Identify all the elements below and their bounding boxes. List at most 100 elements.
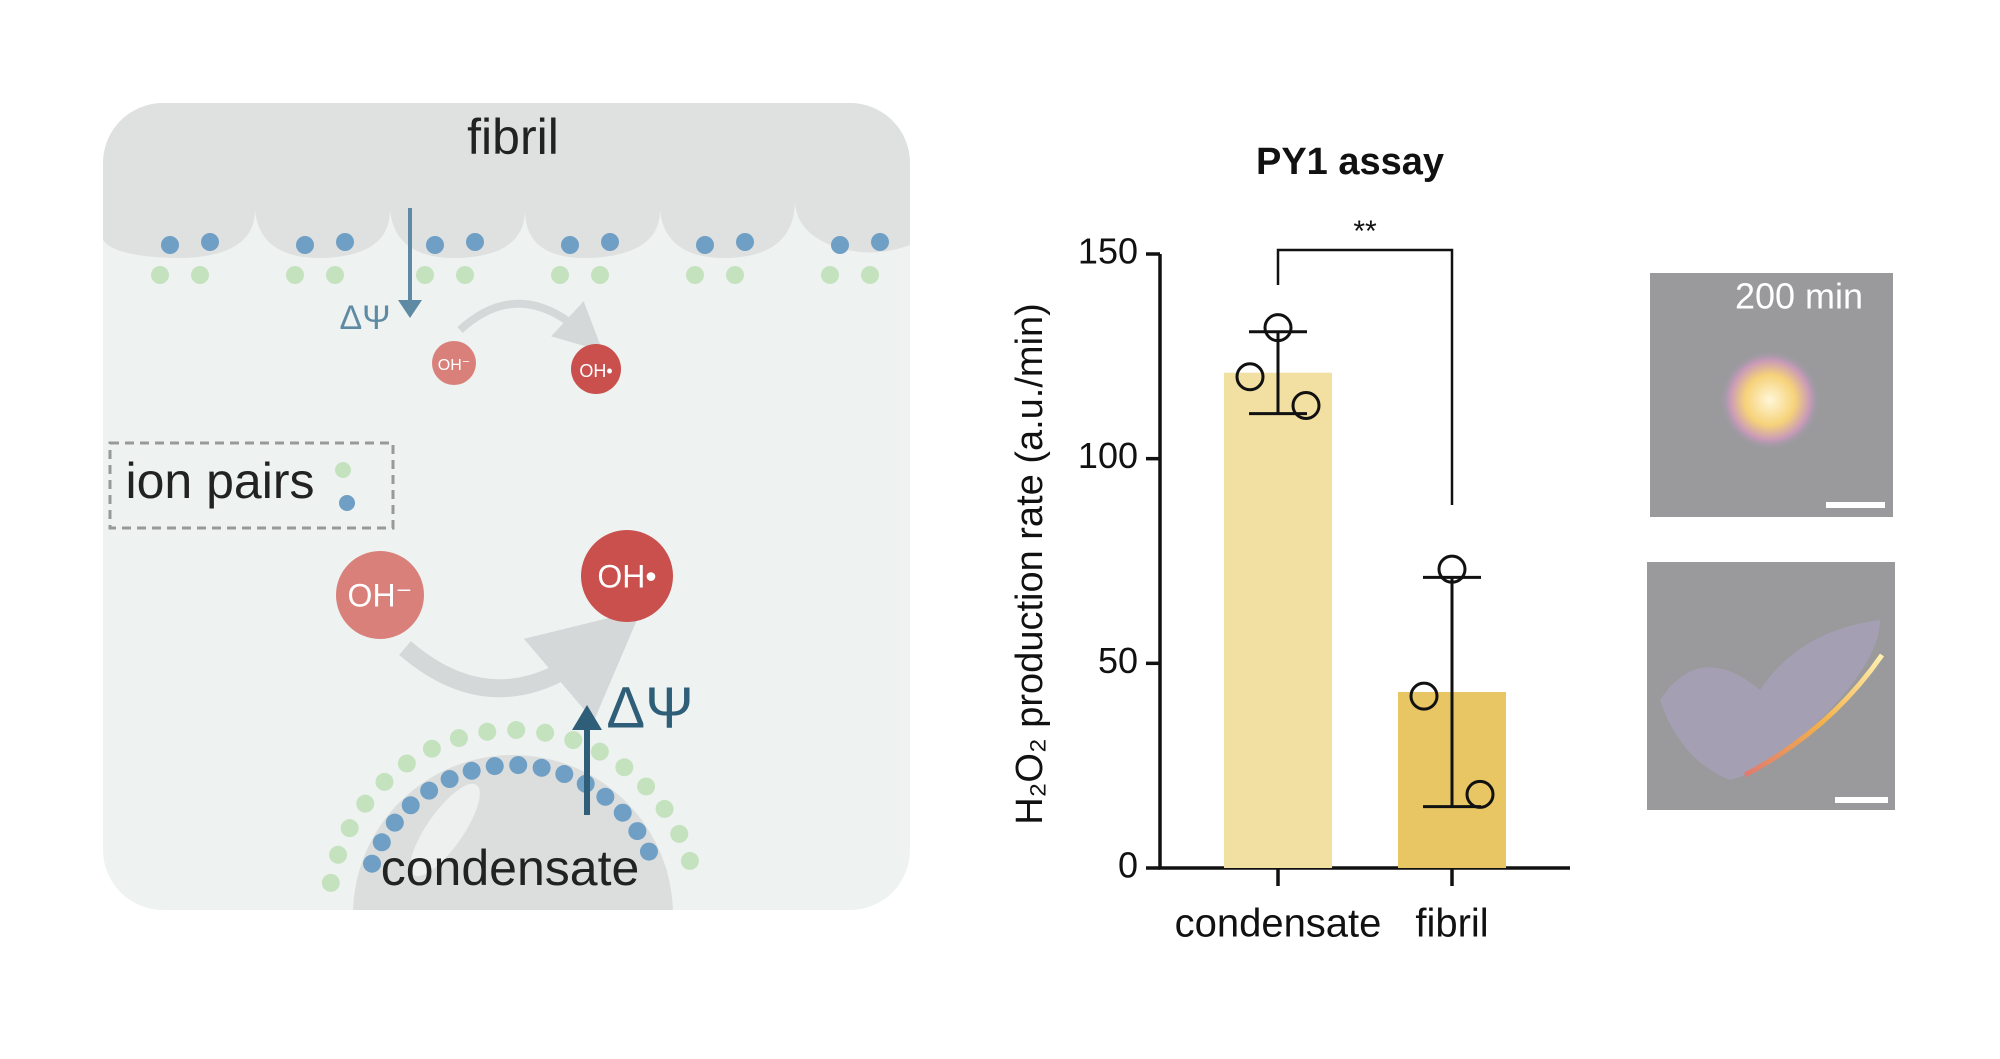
y-tick-label: 100: [1078, 435, 1138, 476]
fibril-signal: [1743, 653, 1885, 778]
ion-dot: [871, 233, 889, 251]
ion-dot: [363, 854, 382, 873]
ion-dot: [375, 772, 394, 791]
fibril-signal: [1660, 620, 1880, 780]
ion-dot: [420, 781, 439, 800]
x-tick-label: fibril: [1415, 902, 1488, 946]
significance-bracket: [1276, 248, 1454, 505]
ion-dot: [615, 758, 634, 777]
ion-dot: [478, 722, 497, 741]
ion-dot: [736, 233, 754, 251]
ion-dot: [670, 824, 689, 843]
ion-dot: [336, 233, 354, 251]
time-label: 200 min: [1735, 276, 1863, 317]
ion-dot: [861, 266, 879, 284]
ion-dot: [401, 796, 420, 815]
legend-dot: [335, 462, 351, 478]
ion: [581, 530, 673, 622]
data-point: [1409, 681, 1439, 711]
label: ΔΨ: [606, 675, 693, 740]
label: ion pairs: [126, 453, 315, 509]
bar: [1224, 372, 1332, 868]
ion-dot: [456, 266, 474, 284]
ion-dot: [416, 266, 434, 284]
label: OH•: [597, 558, 656, 594]
ion-dot: [555, 765, 574, 784]
ion: [432, 341, 476, 385]
significance: **: [1353, 215, 1377, 248]
arrowhead: [398, 300, 422, 318]
y-tick-label: 50: [1098, 640, 1138, 681]
ion-dot: [564, 731, 583, 750]
data-point: [1235, 362, 1265, 392]
ion-dot: [680, 851, 699, 870]
ion-dot: [696, 236, 714, 254]
arrow: [457, 299, 603, 352]
legend-box: [108, 441, 395, 530]
ion-dot: [613, 803, 632, 822]
ion-dot: [326, 266, 344, 284]
ion-dot: [601, 233, 619, 251]
ion-dot: [655, 799, 674, 818]
ion-dot: [590, 742, 609, 761]
ion-dot: [466, 233, 484, 251]
ion: [336, 551, 424, 639]
highlight: [410, 783, 480, 877]
ion-dot: [422, 739, 441, 758]
ion-dot: [191, 266, 209, 284]
arrowhead: [572, 705, 602, 730]
label: condensate: [381, 840, 640, 896]
ion-dot: [151, 266, 169, 284]
chart-title: PY1 assay: [1256, 141, 1444, 183]
ion-dot: [561, 236, 579, 254]
ion-dot: [426, 236, 444, 254]
fibril-shape: [103, 103, 910, 259]
ion-dot: [372, 833, 391, 852]
chart: PY1 assay H₂O₂ production rate (a.u./min…: [1009, 141, 1570, 946]
ion-dot: [507, 721, 526, 740]
ion-dot: [161, 236, 179, 254]
label: OH⁻: [348, 577, 413, 613]
y-tick-label: 0: [1118, 845, 1138, 886]
arrow: [399, 610, 642, 722]
ion-dot: [536, 723, 555, 742]
ion-dot: [726, 266, 744, 284]
label: ΔΨ: [339, 299, 390, 337]
y-tick-label: 150: [1078, 231, 1138, 272]
ion-dot: [591, 266, 609, 284]
data-point: [1465, 779, 1495, 809]
ion-dot: [385, 813, 404, 832]
condensate-signal: [1720, 350, 1820, 450]
condensate-dots: [321, 721, 699, 892]
ion-dot: [356, 794, 375, 813]
ion-dot: [286, 266, 304, 284]
ion-dot: [340, 819, 359, 838]
legend-dot: [339, 495, 355, 511]
ion-dot: [462, 761, 481, 780]
ion-dot: [449, 729, 468, 748]
ion-dot: [628, 822, 647, 841]
x-tick-label: condensate: [1175, 902, 1382, 946]
label: fibril: [467, 109, 559, 165]
ion-dot: [485, 757, 504, 776]
label: OH⁻: [438, 357, 470, 374]
error-bar: [1423, 575, 1481, 809]
ion-dot: [397, 754, 416, 773]
axis: [1158, 254, 1570, 870]
ion-dot: [329, 845, 348, 864]
ion-dot: [686, 266, 704, 284]
ion-dot: [821, 266, 839, 284]
ion-dot: [296, 236, 314, 254]
data-point: [1291, 390, 1321, 420]
ion-dot: [532, 758, 551, 777]
fibril-dots: [151, 233, 889, 284]
ion-dot: [440, 770, 459, 789]
ion-dot: [596, 787, 615, 806]
ion-dot: [321, 873, 340, 892]
label: OH•: [579, 361, 612, 381]
ion-dot: [201, 233, 219, 251]
ion: [571, 344, 621, 394]
ion-dot: [639, 842, 658, 861]
data-point: [1263, 313, 1293, 343]
